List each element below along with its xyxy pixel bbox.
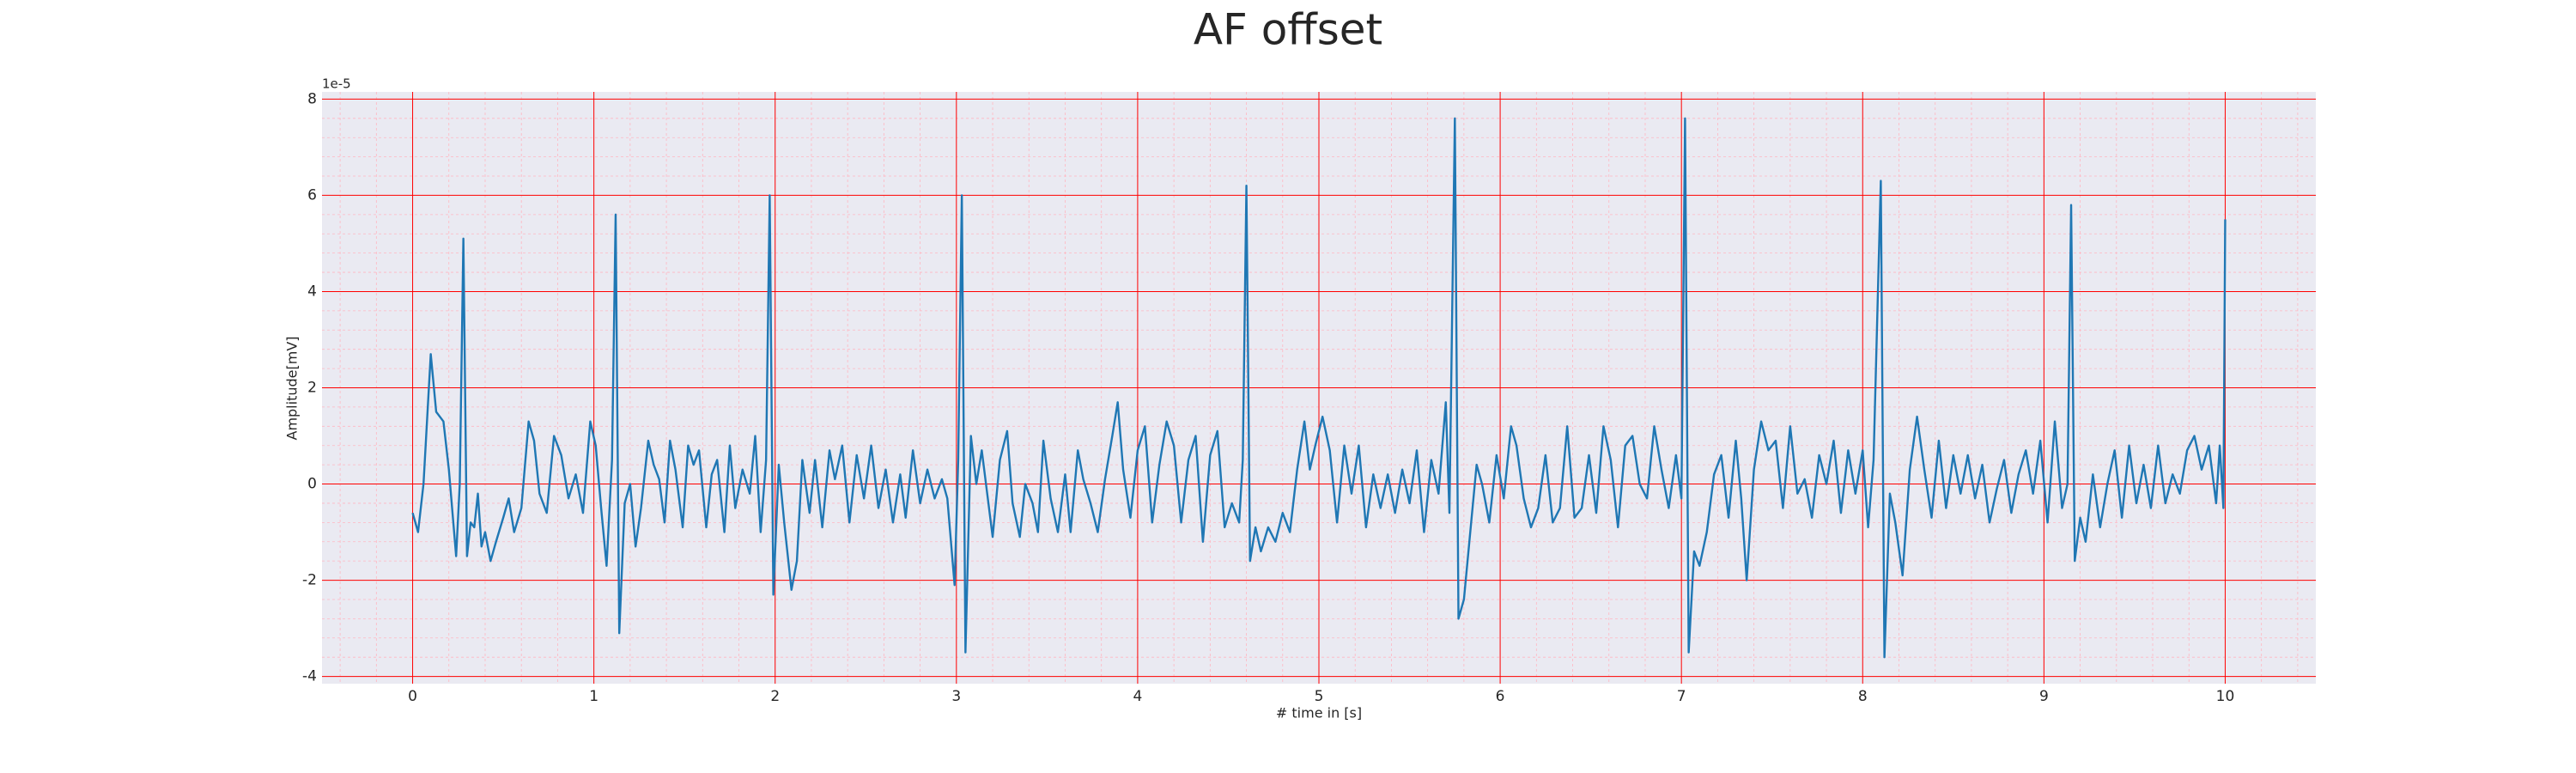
y-offset-label: 1e-5 [322,76,351,92]
x-tick-label: 3 [951,688,961,705]
x-tick-label: 9 [2039,688,2049,705]
x-tick-label: 4 [1133,688,1142,705]
x-tick-label: 2 [770,688,780,705]
chart-title: AF offset [1194,5,1382,55]
x-tick-label: 1 [589,688,598,705]
y-tick-label: 8 [307,90,317,107]
y-tick-label: 4 [307,283,317,300]
x-tick-label: 10 [2216,688,2235,705]
y-axis-label: Amplitude[mV] [284,336,301,440]
y-tick-label: -2 [302,572,317,589]
x-tick-label: 7 [1677,688,1686,705]
y-tick-label: -4 [302,668,317,685]
signal-line [411,117,2227,659]
x-tick-label: 8 [1858,688,1868,705]
y-tick-label: 0 [307,476,317,493]
x-tick-label: 0 [408,688,417,705]
y-tick-label: 6 [307,186,317,204]
x-axis-label: # time in [s] [1276,705,1362,721]
x-tick-label: 5 [1315,688,1324,705]
x-tick-label: 6 [1496,688,1505,705]
y-tick-label: 2 [307,380,317,397]
